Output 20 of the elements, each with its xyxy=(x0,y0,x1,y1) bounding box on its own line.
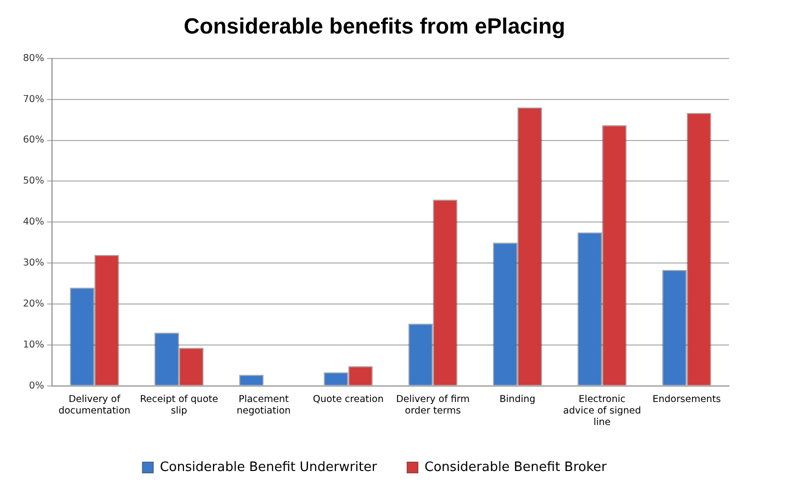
x-tick-label: Placement negotiation xyxy=(236,394,291,416)
y-tick-label: 30% xyxy=(22,257,44,268)
x-tick-label: Delivery of documentation xyxy=(58,394,130,416)
y-tick-label: 20% xyxy=(22,298,44,310)
y-tick-label: 50% xyxy=(22,176,44,187)
x-tick-label: Binding xyxy=(500,394,536,405)
x-tick-label: Quote creation xyxy=(312,394,384,405)
x-tick-label: Endorsements xyxy=(652,394,721,405)
y-tick-label: 70% xyxy=(22,94,44,105)
x-tick-label: Receipt of quote slip xyxy=(140,394,218,416)
chart-title: Considerable benefits from ePlacing xyxy=(184,13,566,38)
x-tick-label: Delivery of firm order terms xyxy=(396,394,470,416)
y-tick-label: 80% xyxy=(22,52,44,64)
legend-label: Considerable Benefit Broker xyxy=(424,460,608,475)
x-tick-label: Electronic advice of signed line xyxy=(563,394,642,428)
legend-label: Considerable Benefit Underwriter xyxy=(160,460,378,475)
y-tick-label: 10% xyxy=(22,339,44,350)
y-tick-label: 0% xyxy=(29,380,44,392)
y-tick-label: 60% xyxy=(22,134,44,146)
y-tick-label: 40% xyxy=(22,216,44,228)
